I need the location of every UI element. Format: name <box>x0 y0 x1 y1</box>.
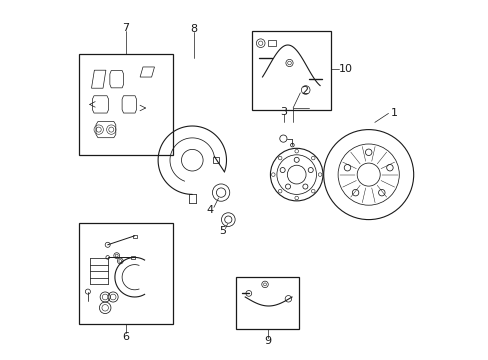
Bar <box>79 223 172 324</box>
Text: 8: 8 <box>190 24 197 34</box>
Text: 5: 5 <box>219 226 226 237</box>
Text: 10: 10 <box>338 64 352 74</box>
Text: 2: 2 <box>300 86 307 96</box>
Text: 4: 4 <box>206 204 213 215</box>
Bar <box>131 256 135 259</box>
Bar <box>251 31 330 110</box>
Bar <box>133 235 137 238</box>
Text: 3: 3 <box>280 107 287 117</box>
Bar <box>212 157 219 163</box>
Bar <box>267 40 275 46</box>
Text: 1: 1 <box>389 108 397 118</box>
Text: 6: 6 <box>122 332 129 342</box>
Text: 7: 7 <box>122 23 129 33</box>
Bar <box>79 54 172 155</box>
Text: 9: 9 <box>264 336 271 346</box>
Bar <box>236 277 299 329</box>
